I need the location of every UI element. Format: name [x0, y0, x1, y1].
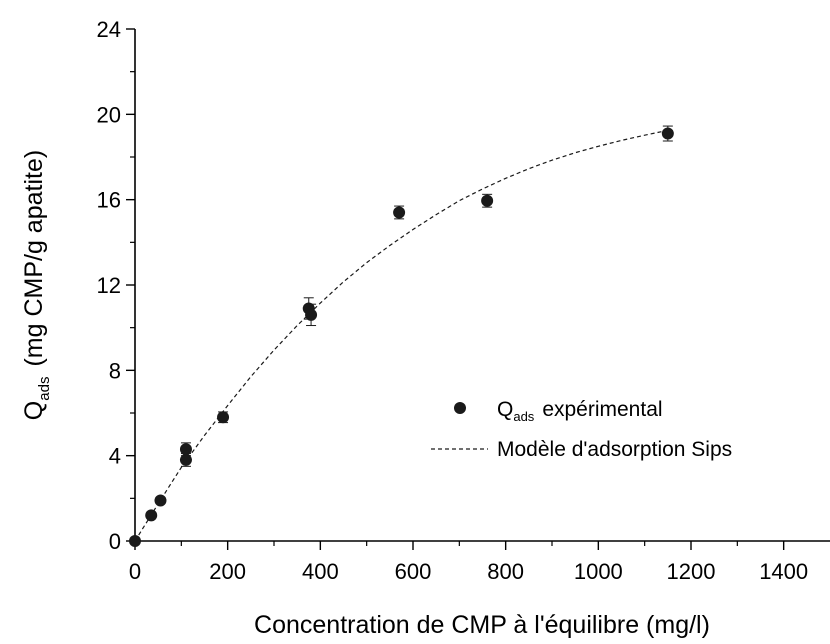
data-point [217, 411, 230, 424]
sips-model-line [134, 129, 668, 542]
x-axis-ticks: 0 200 400 600 800 1000 1200 1400 [129, 541, 808, 584]
y-axis-ticks: 0 4 8 12 16 20 24 [97, 17, 135, 554]
data-point [481, 193, 494, 208]
point-marker [393, 206, 406, 219]
point-marker [129, 535, 141, 547]
x-tick-label: 200 [209, 559, 246, 584]
point-marker [217, 411, 230, 424]
y-tick-label: 4 [109, 444, 121, 469]
data-point [393, 205, 406, 220]
data-point [305, 303, 318, 327]
x-tick-label: 800 [487, 559, 524, 584]
point-marker [481, 194, 494, 207]
legend-label-experimental: Qads expérimental [497, 398, 663, 424]
data-point [154, 494, 167, 507]
legend: Qads expérimental Modèle d'adsorption Sip… [431, 398, 732, 461]
axes: 0 200 400 600 800 1000 1200 1400 0 4 8 12 16 20 24 [97, 17, 830, 584]
point-marker [145, 509, 158, 522]
data-point [145, 509, 158, 522]
x-tick-label: 600 [395, 559, 432, 584]
y-tick-label: 24 [97, 17, 121, 42]
y-tick-label: 12 [97, 273, 121, 298]
y-tick-label: 0 [109, 529, 121, 554]
x-tick-label: 0 [129, 559, 141, 584]
y-tick-label: 8 [109, 358, 121, 383]
point-marker [179, 443, 192, 456]
point-marker [661, 127, 674, 140]
data-point [179, 442, 192, 457]
legend-label-experimental-sub: ads [513, 409, 534, 424]
y-tick-label: 16 [97, 188, 121, 213]
point-marker [179, 453, 192, 466]
y-axis-title-rest: (mg CMP/g apatite) [20, 150, 48, 367]
legend-marker-experimental [454, 402, 466, 414]
y-axis-title-main: Q [20, 401, 48, 420]
data-point [661, 125, 674, 142]
y-axis-title-sub: ads [36, 377, 53, 401]
legend-label-model: Modèle d'adsorption Sips [497, 438, 732, 461]
x-tick-label: 400 [302, 559, 339, 584]
y-tick-label: 20 [97, 102, 121, 127]
x-tick-label: 1200 [667, 559, 716, 584]
x-tick-label: 1400 [759, 559, 808, 584]
plot-area [129, 125, 674, 547]
experimental-points [129, 125, 674, 547]
point-marker [305, 308, 318, 321]
x-axis-title: Concentration de CMP à l'équilibre (mg/l… [254, 611, 710, 639]
x-tick-label: 1000 [574, 559, 623, 584]
point-marker [154, 494, 167, 507]
y-axis-title: Qads (mg CMP/g apatite) [20, 150, 53, 420]
legend-label-experimental-rest: expérimental [542, 398, 662, 421]
data-point [129, 535, 141, 547]
legend-label-experimental-main: Q [497, 398, 513, 421]
